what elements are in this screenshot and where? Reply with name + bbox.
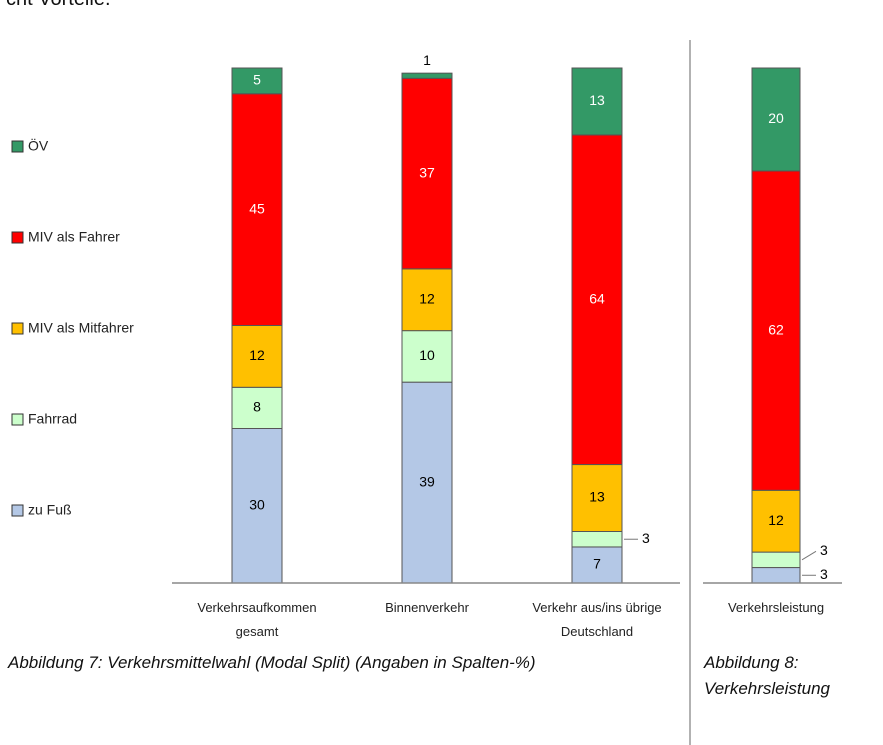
legend-swatch [11, 140, 24, 153]
x-tick-label: Verkehrsaufkommen gesamt [197, 600, 317, 639]
caption: Abbildung 7: Verkehrsmittelwahl (Modal S… [8, 653, 536, 672]
bar-segment [751, 170, 801, 491]
legend-label: zu Fuß [28, 502, 72, 518]
x-tick-label: Verkehrsleistung [727, 600, 825, 615]
bar-segment [401, 268, 453, 332]
value-label: 30 [249, 496, 265, 512]
x-tick-label: Binnenverkehr [385, 600, 469, 615]
value-label: 7 [593, 556, 601, 572]
bar-segment [231, 93, 283, 326]
legend-swatch [11, 504, 24, 517]
value-label: 12 [249, 347, 265, 363]
value-label: 10 [419, 347, 435, 363]
value-label: 8 [253, 399, 261, 415]
bar-segment [231, 386, 283, 429]
value-label: 45 [249, 200, 265, 216]
bar-segment [571, 134, 623, 466]
value-label: 3 [820, 542, 828, 558]
bar-segment [751, 489, 801, 553]
legend-swatch [11, 413, 24, 426]
x-tick-label: Verkehr aus/ins übrige Deutschland [532, 600, 662, 639]
value-label: 37 [419, 164, 435, 180]
legend-swatch [11, 322, 24, 335]
leader-line [801, 550, 817, 561]
bar-segment [401, 330, 453, 383]
bar-segment [401, 72, 453, 79]
value-label: 20 [768, 110, 784, 126]
legend-label: MIV als Mitfahrer [28, 320, 134, 336]
bar-segment [751, 567, 801, 584]
bar-segment [751, 551, 801, 569]
legend-label: ÖV [28, 137, 49, 154]
bar-segment [571, 67, 623, 136]
bar-segment [571, 531, 623, 548]
bar-segment [401, 77, 453, 270]
legend-label: MIV als Fahrer [28, 229, 120, 245]
bar-segment [401, 381, 453, 584]
page-text: cht Vorteile. [6, 0, 111, 11]
bar-segment [231, 67, 283, 95]
legend-label: Fahrrad [28, 411, 77, 427]
caption: Abbildung 8: Verkehrsleistung [704, 653, 830, 698]
value-label: 5 [253, 72, 261, 88]
value-label: 39 [419, 473, 435, 489]
value-label: 62 [768, 321, 784, 337]
legend-swatch [11, 231, 24, 244]
value-label: 13 [589, 92, 605, 108]
bar-segment [751, 67, 801, 172]
value-label: 12 [419, 290, 435, 306]
value-label: 64 [589, 290, 605, 306]
bar-segment [571, 464, 623, 532]
value-label: 13 [589, 489, 605, 505]
value-label: 3 [642, 530, 650, 546]
value-label: 3 [820, 566, 828, 582]
value-label: 12 [768, 512, 784, 528]
value-label: 1 [423, 52, 431, 68]
